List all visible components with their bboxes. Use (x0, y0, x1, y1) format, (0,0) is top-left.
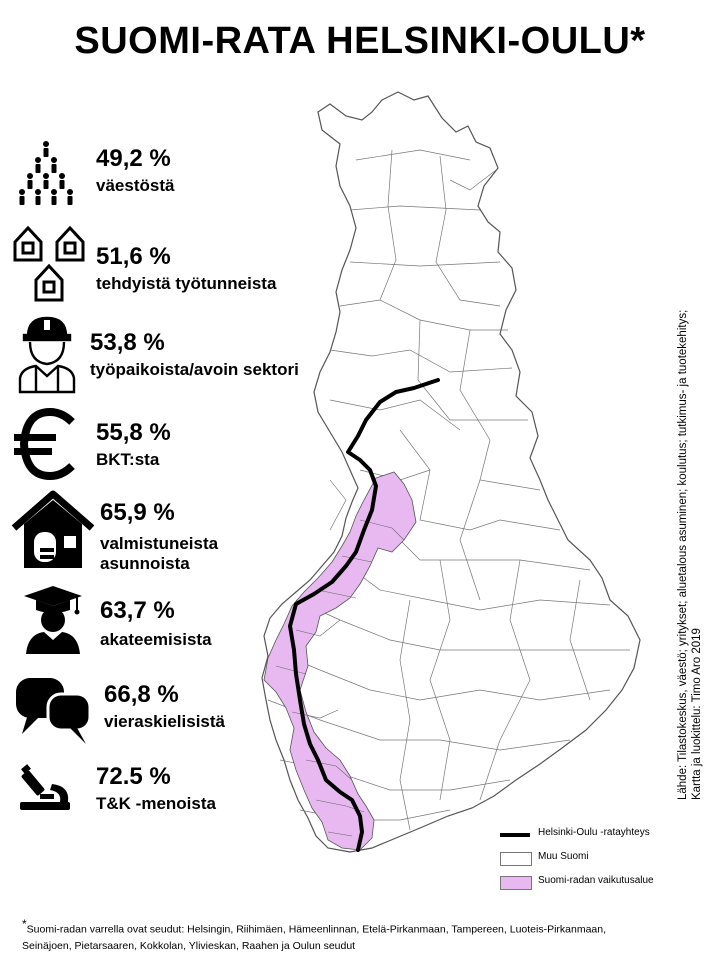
legend-swatch-other (500, 852, 532, 866)
stat-jobs: 53,8 % työpaikoista/avoin sektori (90, 330, 299, 380)
stat-foreign-language: 66,8 % vieraskielisistä (104, 682, 225, 732)
impact-area-borders (275, 479, 405, 837)
rail-line-helsinki-oulu (288, 378, 440, 852)
stat-value: 72.5 % (96, 763, 171, 790)
stat-value: 66,8 % (104, 681, 179, 708)
legend-swatch-rail (500, 833, 530, 837)
speech-bubbles-icon (16, 678, 92, 744)
stat-label: akateemisista (100, 630, 212, 649)
source-text: Lähde: Tilastokeskus, väestö; yritykset;… (676, 200, 704, 800)
impact-area (263, 471, 417, 851)
stat-label: tehdyistä työtunneista (96, 274, 277, 293)
euro-icon (14, 408, 75, 480)
legend-item-impact: Suomi-radan vaikutusalue (500, 874, 700, 890)
stat-value: 49,2 % (96, 145, 171, 172)
source-line-1: Lähde: Tilastokeskus, väestö; yritykset;… (677, 309, 689, 800)
finland-outline (261, 91, 641, 853)
stat-value: 63,7 % (100, 597, 175, 624)
footnote-mark: * (22, 917, 27, 931)
municipality-borders (267, 149, 630, 831)
legend-label: Muu Suomi (538, 851, 589, 862)
stat-population: 49,2 % väestöstä (96, 146, 174, 196)
microscope-icon (20, 764, 70, 810)
stat-label: työpaikoista/avoin sektori (90, 360, 299, 379)
legend-swatch-impact (500, 876, 532, 890)
legend-label: Suomi-radan vaikutusalue (538, 875, 654, 886)
legend-label: Helsinki-Oulu -ratayhteys (538, 827, 650, 838)
people-icon (19, 141, 73, 205)
page-title: SUOMI-RATA HELSINKI-OULU* (74, 20, 646, 62)
stat-label: vieraskielisistä (104, 712, 225, 731)
worker-icon (18, 316, 76, 394)
footnote-text: Suomi-radan varrella ovat seudut: Helsin… (22, 923, 607, 952)
stat-value: 65,9 % (100, 499, 175, 526)
source-line-2: Kartta ja luokittelu: Timo Aro 2019 (691, 628, 703, 800)
graduate-icon (24, 586, 82, 654)
stat-value: 51,6 % (96, 243, 171, 270)
stat-label: BKT:sta (96, 450, 160, 469)
houses-icon (13, 225, 85, 302)
stat-academics: 63,7 % akateemisista (100, 598, 212, 650)
legend-item-rail: Helsinki-Oulu -ratayhteys (500, 826, 700, 842)
stat-work-hours: 51,6 % tehdyistä työtunneista (96, 244, 276, 294)
stat-housing: 65,9 % valmistuneista asunnoista (100, 500, 270, 574)
stat-value: 55,8 % (96, 419, 171, 446)
house-icon (11, 490, 95, 568)
stat-label: T&K -menoista (96, 794, 216, 813)
stat-label: väestöstä (96, 176, 175, 195)
stat-rnd: 72.5 % T&K -menoista (96, 764, 216, 814)
stat-value: 53,8 % (90, 329, 165, 356)
footnote: *Suomi-radan varrella ovat seudut: Helsi… (22, 916, 642, 954)
legend-item-other: Muu Suomi (500, 850, 700, 866)
stat-label: valmistuneista asunnoista (100, 534, 219, 573)
stat-gdp: 55,8 % BKT:sta (96, 420, 171, 470)
